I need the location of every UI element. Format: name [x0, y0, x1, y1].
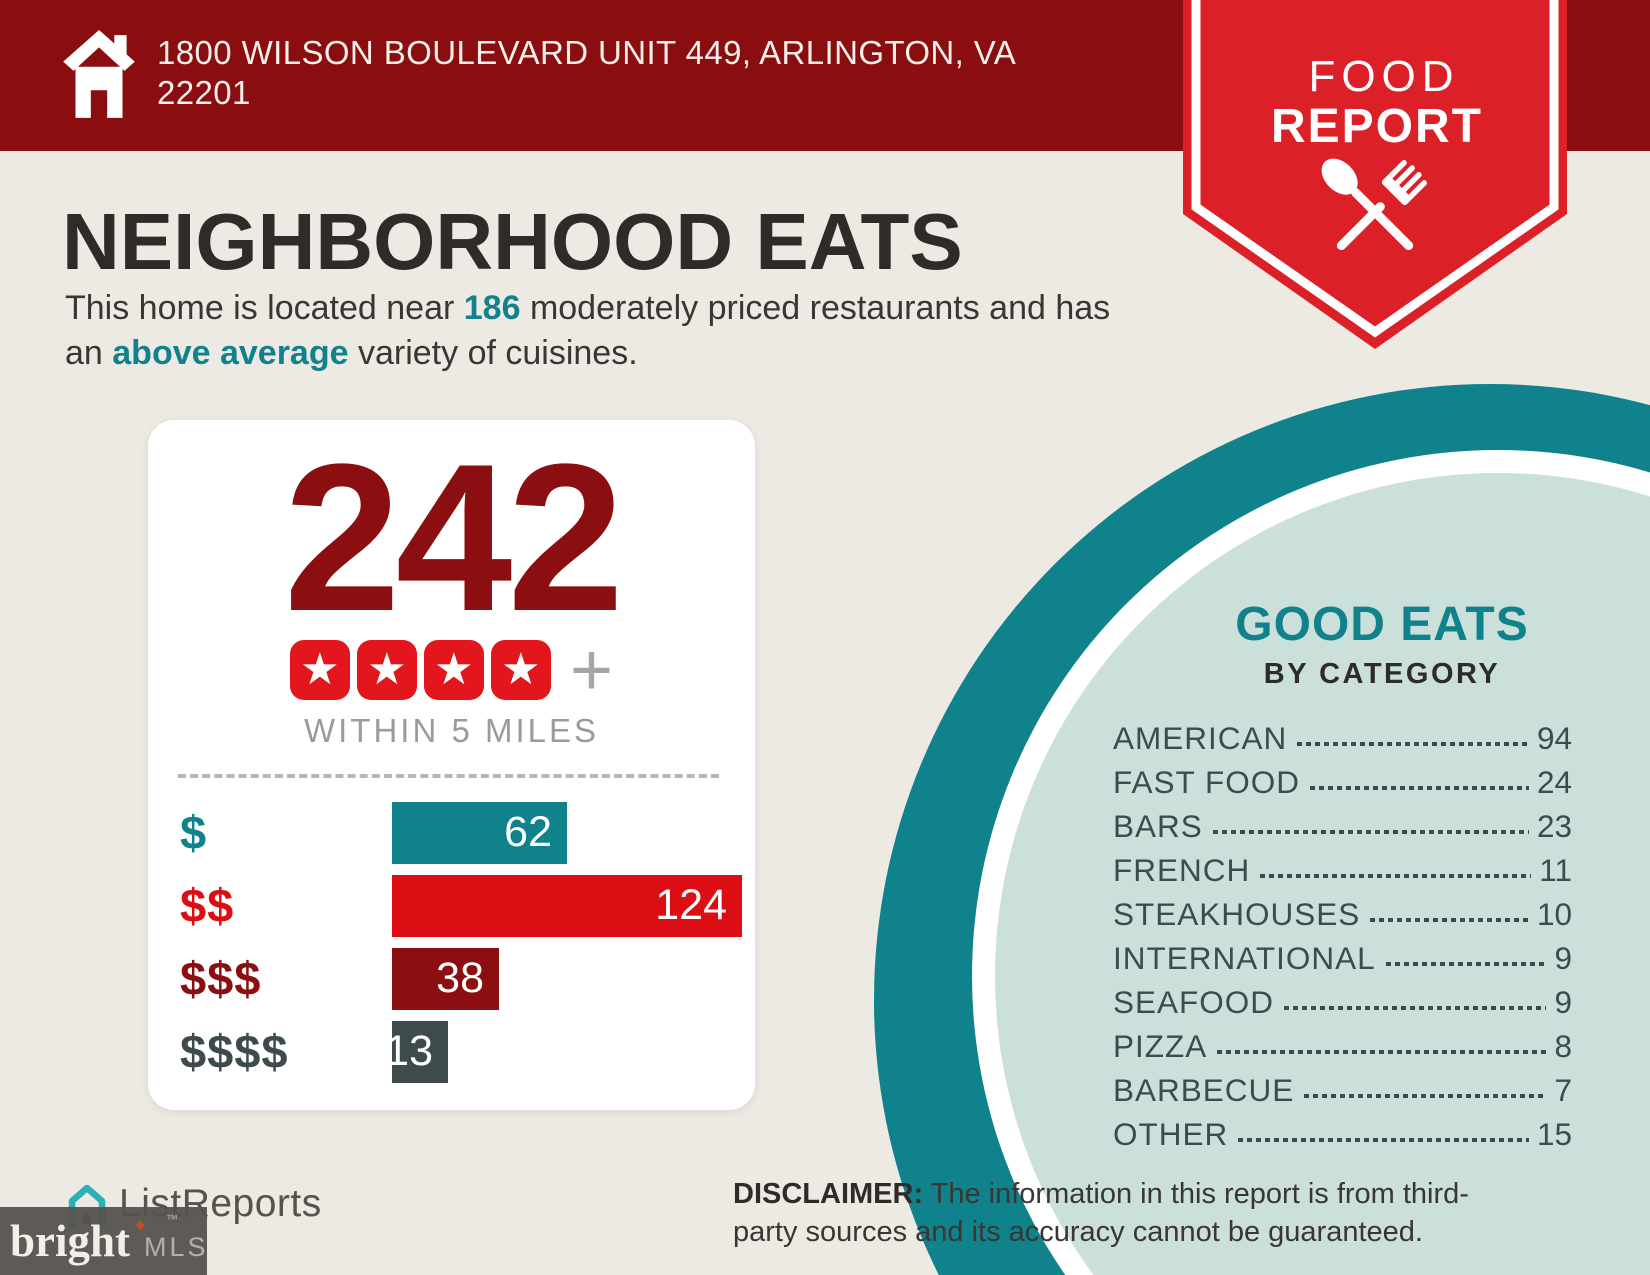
bar: 124 [392, 874, 742, 937]
price-tier-label: $$$$ [180, 1025, 289, 1079]
category-count: 9 [1554, 940, 1572, 976]
category-count: 23 [1536, 808, 1572, 844]
category-row: FAST FOOD 24 [1113, 764, 1572, 800]
restaurant-stats-card: 242 ★ ★ ★ ★ + WITHIN 5 MILES $62 $$ 124 $$$ 38 $… [148, 420, 755, 1110]
bright-star-icon: ✦ [133, 1216, 149, 1236]
variety-highlight: above average [112, 333, 349, 372]
category-count: 9 [1554, 984, 1572, 1020]
category-name: BARS [1113, 808, 1203, 844]
dashed-divider [178, 773, 719, 778]
category-count: 11 [1539, 852, 1572, 888]
category-list: AMERICAN 94 FAST FOOD 24 BARS 23 FRENCH 11 STEAK… [1113, 720, 1572, 1160]
category-name: AMERICAN [1113, 720, 1288, 756]
home-icon [63, 30, 135, 118]
radius-caption: WITHIN 5 MILES [303, 711, 600, 749]
price-tier-label: $$$ [180, 952, 262, 1006]
total-restaurants: 242 [283, 420, 624, 655]
category-name: FAST FOOD [1113, 764, 1300, 800]
category-name: SEAFOOD [1113, 984, 1275, 1020]
star-rating: ★ ★ ★ ★ + [148, 628, 755, 712]
category-name: FRENCH [1113, 852, 1251, 888]
mls-wordmark: MLS [144, 1232, 209, 1262]
bar-value: 124 [655, 881, 727, 930]
intro-subtitle: This home is located near 186 moderately… [65, 286, 1125, 376]
category-count: 94 [1536, 720, 1572, 756]
subtitle-pre: This home is located near [65, 289, 464, 327]
price-tier-label: $ [180, 806, 208, 860]
star-icons: ★ ★ ★ ★ [289, 639, 551, 700]
category-count: 7 [1554, 1072, 1572, 1108]
good-eats-subtitle: BY CATEGORY [1263, 658, 1501, 690]
dotted-leader [1297, 742, 1529, 746]
dotted-leader [1238, 1138, 1529, 1142]
category-row: INTERNATIONAL 9 [1113, 940, 1572, 976]
category-count: 10 [1536, 896, 1572, 932]
star-icon: ★ [356, 639, 417, 700]
bar-value: 38 [436, 954, 484, 1003]
bar: 38 [392, 947, 499, 1010]
category-name: INTERNATIONAL [1113, 940, 1376, 976]
price-tier-row: $$ 124 [180, 874, 755, 937]
ribbon-line2: REPORT [1271, 100, 1483, 153]
bright-wordmark: bright [10, 1216, 131, 1266]
bar-value: 62 [504, 808, 552, 857]
star-icon: ★ [289, 639, 350, 700]
dotted-leader [1309, 786, 1529, 790]
subtitle-post: variety of cuisines. [348, 333, 638, 372]
restaurant-count: 186 [463, 289, 521, 327]
dotted-leader [1260, 874, 1532, 878]
category-row: OTHER 15 [1113, 1116, 1572, 1152]
dotted-leader [1212, 830, 1529, 834]
category-row: BARS 23 [1113, 808, 1572, 844]
category-count: 15 [1536, 1116, 1572, 1152]
good-eats-heading: GOOD EATS BY CATEGORY [1235, 601, 1528, 691]
trademark-symbol: ™ [166, 1212, 178, 1226]
price-tier-row: $62 [180, 801, 755, 864]
category-name: OTHER [1113, 1116, 1229, 1152]
category-count: 8 [1554, 1028, 1572, 1064]
price-tier-row: $$$$ 13 [180, 1020, 755, 1083]
price-tier-label: $$ [180, 879, 235, 933]
dotted-leader [1284, 1006, 1547, 1010]
category-row: PIZZA 8 [1113, 1028, 1572, 1064]
subtitle-mid: moderately priced restaurants and has an [65, 289, 1111, 372]
dotted-leader [1304, 1094, 1547, 1098]
bright-mls-logo: bright ✦ ™ MLS [0, 1207, 207, 1275]
category-row: STEAKHOUSES 10 [1113, 896, 1572, 932]
price-tier-bar-chart: $62 $$ 124 $$$ 38 $$$$ 13 [148, 801, 755, 1083]
crossed-spoon-fork-icon [1321, 158, 1427, 251]
disclaimer-text: The information in this report is from t… [733, 1178, 1469, 1248]
category-row: BARBECUE 7 [1113, 1072, 1572, 1108]
food-report-ribbon: FOOD REPORT [1183, 0, 1567, 349]
plus-sign: + [569, 628, 614, 712]
star-icon: ★ [423, 639, 484, 700]
category-row: SEAFOOD 9 [1113, 984, 1572, 1020]
price-tier-row: $$$ 38 [180, 947, 755, 1010]
ribbon-line1: FOOD [1308, 52, 1459, 101]
dotted-leader [1217, 1050, 1547, 1054]
page-title: NEIGHBORHOOD EATS [62, 197, 963, 286]
category-name: PIZZA [1113, 1028, 1208, 1064]
disclaimer-label: DISCLAIMER: [733, 1178, 924, 1210]
bar-value: 13 [385, 1027, 433, 1076]
star-icon: ★ [490, 639, 551, 700]
bar: 62 [392, 801, 567, 864]
bar: 13 [385, 1020, 448, 1083]
property-address: 1800 WILSON BOULEVARD UNIT 449, ARLINGTO… [157, 34, 1015, 112]
category-row: AMERICAN 94 [1113, 720, 1572, 756]
disclaimer: DISCLAIMER: The information in this repo… [733, 1176, 1533, 1251]
category-row: FRENCH 11 [1113, 852, 1572, 888]
dotted-leader [1370, 918, 1529, 922]
category-name: BARBECUE [1113, 1072, 1295, 1108]
category-count: 24 [1536, 764, 1572, 800]
good-eats-title: GOOD EATS [1235, 598, 1529, 651]
dotted-leader [1385, 962, 1547, 966]
category-name: STEAKHOUSES [1113, 896, 1361, 932]
